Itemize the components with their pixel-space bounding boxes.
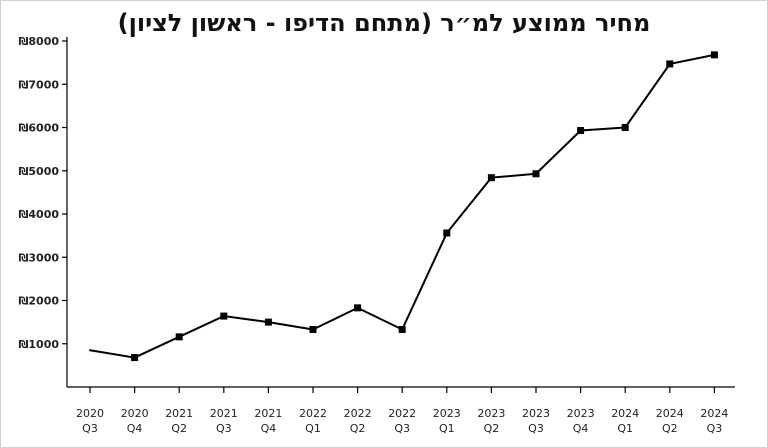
x-tick-label-quarter: Q2	[662, 422, 678, 435]
y-tick-label: ₪1000	[18, 338, 59, 351]
data-point-marker	[621, 124, 629, 131]
y-tick-label: ₪7000	[18, 78, 59, 91]
data-point-marker	[443, 229, 451, 237]
x-tick-label-quarter: Q4	[261, 422, 277, 435]
x-tick-label-quarter: Q4	[127, 422, 143, 435]
series-layer	[89, 51, 718, 362]
x-tick-label-quarter: Q2	[171, 422, 187, 435]
x-tick-label-quarter: Q3	[707, 422, 723, 435]
x-tick-label-quarter: Q1	[439, 422, 455, 435]
data-point-marker	[666, 60, 674, 68]
y-tick-label: ₪4000	[18, 208, 59, 221]
x-tick-label-quarter: Q3	[216, 422, 232, 435]
data-point-marker	[487, 174, 495, 182]
x-tick-label-quarter: Q3	[528, 422, 544, 435]
series-line	[89, 53, 715, 359]
x-tick-label-year: 2024	[656, 407, 684, 420]
data-point-marker	[220, 312, 228, 320]
x-tick-label-year: 2021	[165, 407, 193, 420]
x-tick-label-year: 2021	[254, 407, 282, 420]
x-tick-label-year: 2022	[299, 407, 327, 420]
data-point-marker	[264, 318, 272, 326]
x-tick-label-year: 2020	[76, 407, 104, 420]
data-point	[89, 349, 91, 352]
x-tick-label-year: 2023	[522, 407, 550, 420]
x-axis-ticks: 2020 Q3 2020 Q4 2021 Q2 2021 Q3 2021 Q4 2022 Q1 2022…	[76, 387, 728, 435]
y-tick-label: ₪8000	[18, 35, 59, 48]
data-point-marker	[710, 51, 718, 59]
data-point-marker	[532, 170, 540, 178]
axes	[66, 37, 735, 388]
data-point-marker	[175, 333, 183, 341]
data-point-marker	[354, 304, 362, 312]
data-point-marker	[309, 325, 317, 333]
data-point-marker	[398, 325, 406, 333]
x-tick-label-quarter: Q4	[573, 422, 589, 435]
x-tick-label-quarter: Q3	[82, 422, 98, 435]
x-tick-label-year: 2020	[121, 407, 149, 420]
x-tick-label-year: 2023	[567, 407, 595, 420]
x-tick-label-year: 2024	[700, 407, 728, 420]
data-point-marker	[131, 354, 139, 362]
x-tick-label-quarter: Q2	[484, 422, 500, 435]
x-tick-label-year: 2021	[210, 407, 238, 420]
y-tick-label: ₪3000	[18, 251, 59, 264]
y-tick-label: ₪6000	[18, 122, 59, 135]
x-tick-label-year: 2024	[611, 407, 639, 420]
x-tick-label-year: 2022	[344, 407, 372, 420]
x-tick-label-quarter: Q3	[394, 422, 410, 435]
x-tick-label-quarter: Q2	[350, 422, 366, 435]
y-tick-label: ₪2000	[18, 295, 59, 308]
x-tick-label-year: 2023	[433, 407, 461, 420]
data-point-marker	[577, 127, 585, 135]
x-tick-label-year: 2023	[477, 407, 505, 420]
y-tick-label: ₪5000	[18, 165, 59, 178]
x-tick-label-quarter: Q1	[617, 422, 633, 435]
y-axis-ticks: ₪1000 ₪2000 ₪3000 ₪4000 ₪5000 ₪6000 ₪7000 ₪8000	[18, 35, 67, 351]
x-tick-label-year: 2022	[388, 407, 416, 420]
x-tick-label-quarter: Q1	[305, 422, 321, 435]
chart-title: מחיר ממוצע למ״ר (מתחם הדיפו - ראשון לציו…	[117, 9, 651, 37]
